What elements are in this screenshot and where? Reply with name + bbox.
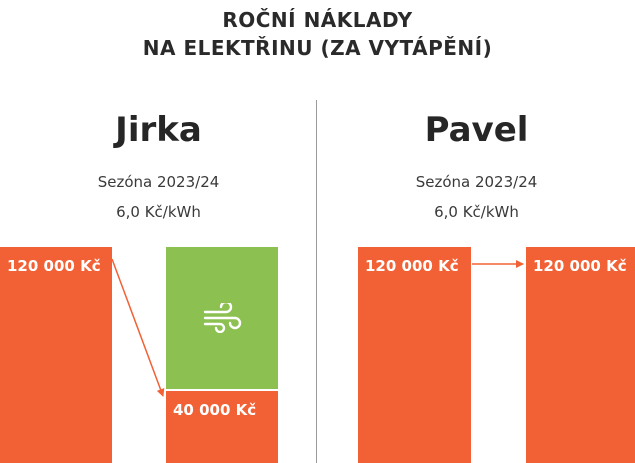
wind-icon xyxy=(203,303,242,333)
title-line-2: NA ELEKTŘINU (ZA VYTÁPĚNÍ) xyxy=(142,36,493,60)
value-label: 40 000 Kč xyxy=(173,401,257,419)
panel-pavel: Pavel Sezóna 2023/24 6,0 Kč/kWh xyxy=(318,0,635,463)
panel-divider xyxy=(316,100,317,463)
price-label: 6,0 Kč/kWh xyxy=(434,203,519,221)
person-name: Pavel xyxy=(424,110,529,150)
value-label: 120 000 Kč xyxy=(365,257,459,275)
panel-jirka: Jirka Sezóna 2023/24 6,0 Kč/kWh xyxy=(0,0,317,463)
chart-title: ROČNÍ NÁKLADY NA ELEKTŘINU (ZA VYTÁPĚNÍ) xyxy=(0,6,635,62)
bar-jirka-after xyxy=(166,391,278,463)
season-label: Sezóna 2023/24 xyxy=(415,173,538,191)
title-line-1: ROČNÍ NÁKLADY xyxy=(222,8,413,32)
price-label: 6,0 Kč/kWh xyxy=(116,203,201,221)
bar-pavel-after xyxy=(526,247,635,463)
bar-pavel-before xyxy=(358,247,471,463)
season-label: Sezóna 2023/24 xyxy=(97,173,220,191)
bar-jirka-before xyxy=(0,247,112,463)
person-name: Jirka xyxy=(115,110,202,150)
savings-segment xyxy=(166,247,278,389)
value-label: 120 000 Kč xyxy=(7,257,101,275)
arrow-jirka xyxy=(111,258,165,397)
value-label: 120 000 Kč xyxy=(533,257,627,275)
